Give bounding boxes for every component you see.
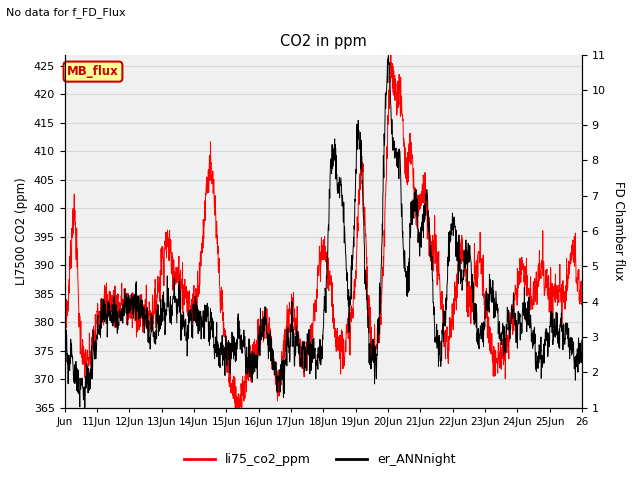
Y-axis label: LI7500 CO2 (ppm): LI7500 CO2 (ppm) [15,177,28,285]
Y-axis label: FD Chamber flux: FD Chamber flux [612,181,625,281]
Legend: li75_co2_ppm, er_ANNnight: li75_co2_ppm, er_ANNnight [179,448,461,471]
Text: No data for f_FD_Flux: No data for f_FD_Flux [6,7,126,18]
Text: MB_flux: MB_flux [67,65,119,78]
Title: CO2 in ppm: CO2 in ppm [280,34,367,49]
